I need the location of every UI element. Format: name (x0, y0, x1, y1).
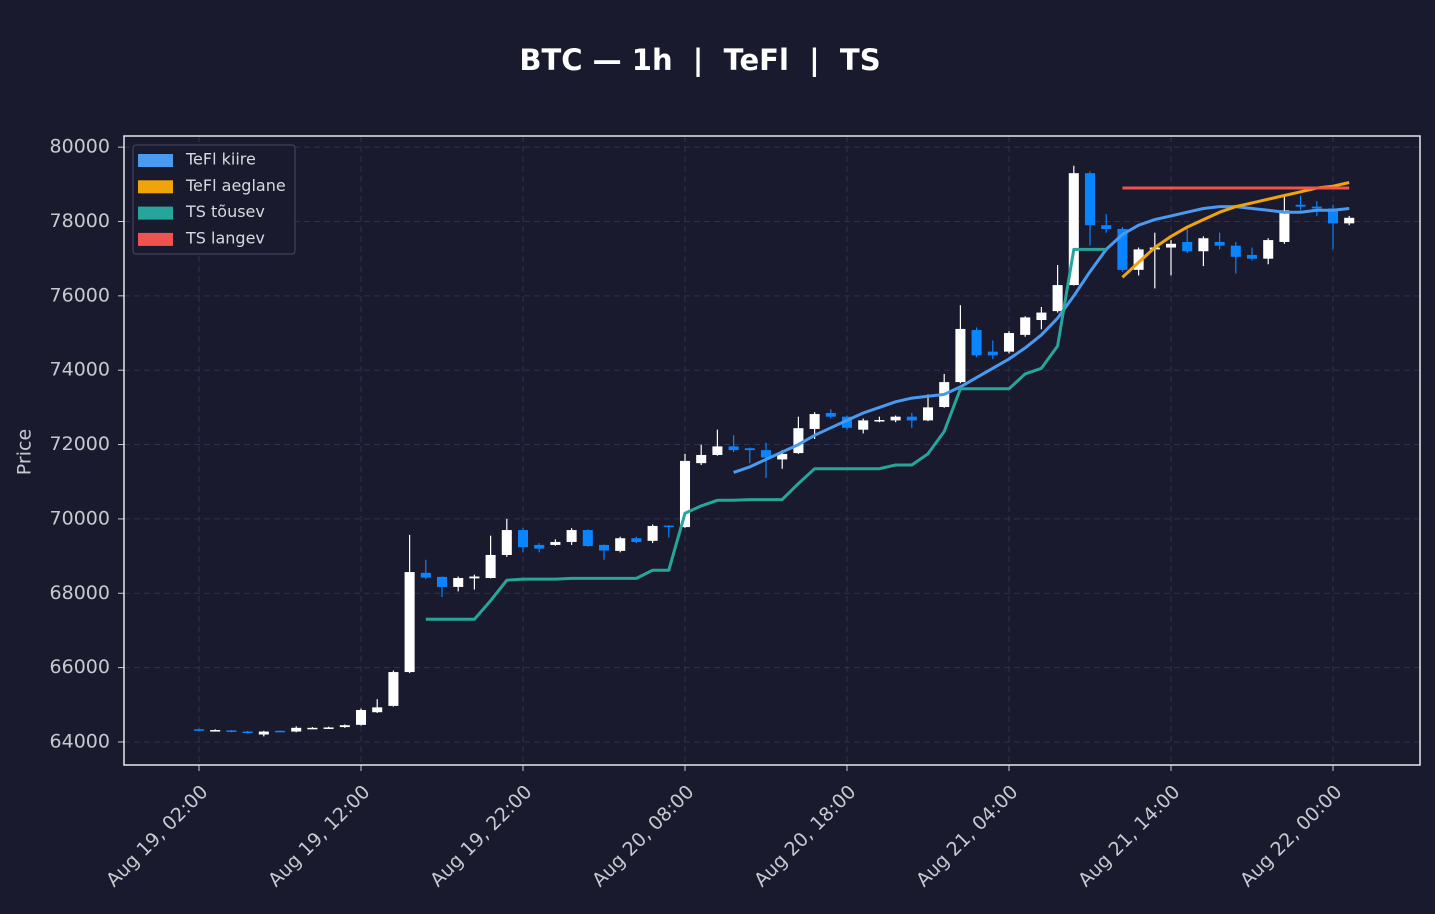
candle-body (1117, 228, 1128, 270)
y-axis-label: Price (14, 429, 36, 475)
legend-label: TS langev (185, 228, 265, 247)
y-tick-label: 74000 (50, 359, 110, 381)
candle-body (582, 530, 593, 547)
candle-body (712, 446, 723, 455)
candle-body (453, 578, 464, 587)
candle-body (890, 416, 901, 421)
legend-swatch (138, 232, 173, 246)
legend-box (132, 144, 296, 255)
candle-body (1327, 208, 1339, 224)
candle-body (193, 729, 205, 731)
y-tick-label: 78000 (50, 210, 110, 232)
candle-body (307, 727, 318, 730)
candle-body (1263, 240, 1274, 259)
candle-body (566, 530, 577, 542)
candle-body (825, 412, 836, 417)
legend-label: TS tõusev (185, 202, 265, 221)
candle-body (1311, 206, 1322, 209)
candle-body (339, 725, 350, 728)
candle-body (1165, 243, 1177, 248)
candle-body (1230, 245, 1241, 257)
candle-body (404, 572, 415, 673)
candle-body (744, 448, 755, 451)
candle-body (210, 730, 221, 732)
candle-body (647, 525, 658, 541)
candle-body (436, 576, 448, 587)
candle-body (955, 328, 966, 383)
candle-body (550, 541, 561, 545)
candle-body (501, 530, 512, 555)
candle-body (793, 428, 804, 454)
candle-body (922, 407, 934, 421)
legend-swatch (138, 154, 173, 167)
indicator-line (733, 205, 1350, 474)
candle-body (226, 730, 237, 732)
legend-swatch (138, 180, 173, 194)
candle-body (355, 709, 367, 725)
candle-body (971, 330, 982, 356)
candle-body (987, 351, 998, 356)
candle-body (1068, 173, 1079, 286)
candle-body (598, 544, 610, 551)
candle-body (809, 414, 820, 429)
candle-body (388, 672, 399, 706)
candle-body (858, 420, 869, 430)
candle-body (1101, 225, 1112, 229)
y-tick-label: 64000 (50, 730, 110, 752)
y-tick-label: 68000 (50, 582, 110, 604)
candle-body (274, 730, 286, 733)
indicator-line (425, 247, 1107, 621)
candle-body (1133, 249, 1144, 270)
chart-title: BTC — 1h | TeFl | TS (519, 43, 880, 77)
candle-body (1279, 210, 1290, 242)
candle-body (696, 454, 707, 464)
y-tick-label: 76000 (50, 284, 110, 306)
candle-body (420, 572, 431, 578)
candle-body (1214, 241, 1225, 246)
y-tick-label: 70000 (50, 507, 110, 529)
legend-swatch (138, 206, 173, 220)
candle-body (631, 538, 642, 542)
candle-body (372, 707, 383, 713)
candle-body (874, 420, 885, 422)
candle-body (1198, 238, 1209, 252)
candle-body (1003, 333, 1015, 352)
candle-body (777, 453, 788, 460)
candle-body (663, 525, 674, 528)
legend-label: TeFl kiire (185, 150, 256, 169)
candle-body (1084, 173, 1096, 226)
candle-body (679, 460, 691, 528)
candle-body (728, 446, 739, 451)
candle-body (615, 538, 626, 551)
plot-frame (123, 135, 1421, 766)
candle-body (1036, 312, 1047, 321)
y-tick-label: 72000 (50, 433, 110, 455)
legend-label: TeFl aeglane (185, 176, 286, 195)
candle-body (469, 576, 480, 579)
candle-body (760, 450, 772, 458)
candle-body (1052, 285, 1063, 312)
candle-body (534, 544, 545, 549)
candle-body (517, 530, 529, 548)
candle-body (1020, 317, 1031, 335)
candle-body (242, 731, 253, 734)
candle-body (1182, 241, 1193, 252)
candle-body (1344, 217, 1355, 224)
candle-body (485, 554, 496, 579)
candle-body (1295, 204, 1306, 207)
candle-body (841, 416, 853, 428)
candle-body (291, 727, 302, 732)
candle-body (323, 727, 334, 729)
candle-body (1246, 254, 1258, 259)
candle-body (906, 416, 917, 421)
y-tick-label: 80000 (50, 136, 110, 158)
y-tick-label: 66000 (50, 656, 110, 678)
candle-body (258, 731, 269, 735)
